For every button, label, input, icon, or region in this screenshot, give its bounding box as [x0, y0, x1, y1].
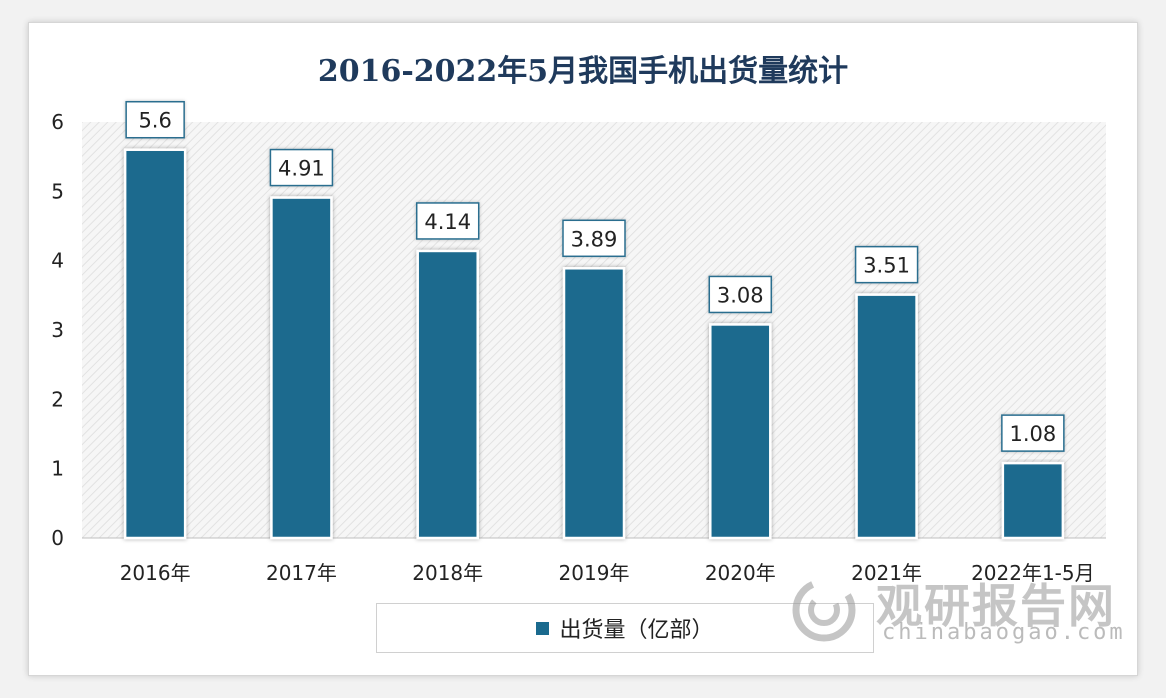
data-label: 1.08 — [1009, 422, 1056, 446]
bar — [123, 148, 187, 540]
x-tick-label: 2022年1-5月 — [971, 561, 1095, 585]
legend-label: 出货量（亿部） — [559, 618, 714, 643]
y-tick-label: 2 — [51, 387, 64, 411]
data-label-box — [854, 245, 919, 284]
y-tick-label: 0 — [51, 526, 64, 550]
watermark-logo-icon — [792, 578, 856, 642]
watermark-url: chinabaogao.com — [882, 620, 1126, 645]
watermark: 观研报告网 chinabaogao.com — [786, 570, 1126, 650]
data-label-box — [708, 275, 773, 314]
x-tick-label: 2021年 — [851, 561, 922, 585]
bar — [562, 267, 626, 540]
data-label-box — [562, 219, 626, 258]
data-label: 3.08 — [717, 283, 764, 307]
data-label: 4.14 — [424, 210, 471, 234]
y-tick-label: 3 — [51, 318, 64, 342]
data-label: 3.51 — [863, 254, 910, 278]
y-tick-label: 1 — [51, 457, 64, 481]
bar — [709, 323, 772, 540]
x-tick-label: 2018年 — [412, 561, 483, 585]
legend-swatch — [536, 621, 550, 635]
y-tick-label: 4 — [51, 249, 64, 273]
x-tick-label: 2020年 — [705, 561, 776, 585]
y-tick-label: 6 — [51, 110, 64, 134]
x-tick-label: 2016年 — [120, 561, 191, 585]
data-label: 4.91 — [278, 157, 325, 181]
data-label: 5.6 — [138, 109, 171, 133]
chart-legend: 出货量（亿部） — [376, 603, 874, 653]
bar — [855, 293, 918, 540]
bar — [270, 196, 333, 540]
bar — [416, 249, 479, 540]
bar — [1001, 461, 1065, 540]
data-label: 3.89 — [571, 227, 618, 251]
chart-title: 2016-2022年5月我国手机出货量统计 — [317, 54, 849, 89]
data-label-box — [1001, 414, 1065, 452]
watermark-name: 观研报告网 — [876, 579, 1116, 633]
data-label-box — [125, 100, 185, 139]
x-tick-label: 2019年 — [559, 561, 630, 585]
data-label-box — [269, 148, 334, 187]
y-tick-label: 5 — [51, 179, 64, 203]
data-label-box — [415, 202, 480, 240]
x-tick-label: 2017年 — [266, 561, 337, 585]
